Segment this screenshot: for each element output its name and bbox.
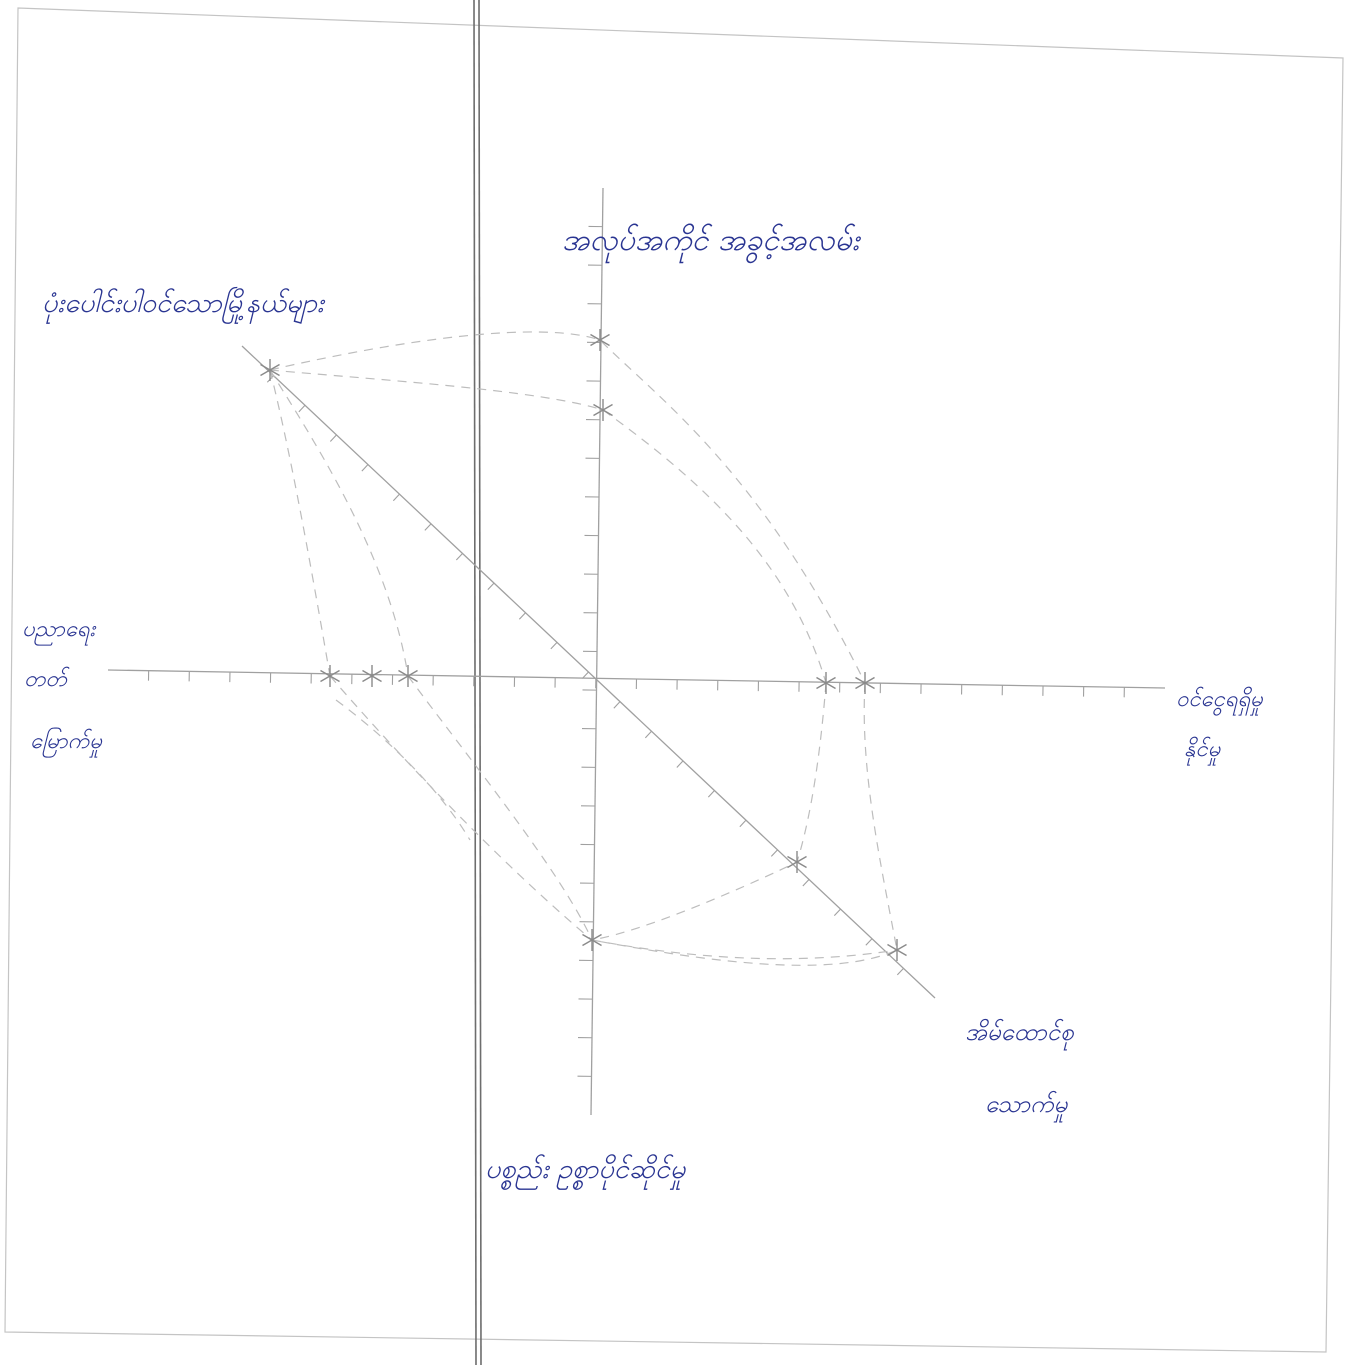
web-line xyxy=(335,699,471,841)
label-left-3: မြောက်မှု xyxy=(30,727,103,758)
label-right-1: ဝင်ငွေရရှိမှု xyxy=(1176,686,1264,716)
web-line xyxy=(407,675,593,941)
tick-diagonal xyxy=(329,434,337,442)
axes xyxy=(107,187,1166,1116)
tick-diagonal xyxy=(361,464,369,472)
asterisk-marker xyxy=(855,676,875,690)
label-left-1: ပညာရေး xyxy=(22,617,96,646)
tick-diagonal xyxy=(865,938,873,946)
web-line xyxy=(591,682,898,966)
asterisk-marker xyxy=(320,669,340,683)
label-bottom-right-2: သောက်မှု xyxy=(985,1090,1069,1123)
tick-diagonal xyxy=(298,404,306,413)
tick-diagonal xyxy=(739,819,747,828)
web-line xyxy=(269,369,409,677)
label-top-left: ပုံးပေါင်းပါဝင်သောမြို့နယ်များ xyxy=(42,286,326,324)
tick-diagonal xyxy=(676,760,684,768)
tick-diagonal xyxy=(550,641,558,650)
asterisk-marker xyxy=(590,333,610,347)
margin-line-2 xyxy=(478,0,482,1365)
web-line xyxy=(591,682,827,941)
markers xyxy=(260,329,907,961)
tick-diagonal xyxy=(392,493,400,502)
tick-diagonal xyxy=(613,701,621,709)
web-line xyxy=(269,331,866,684)
asterisk-marker xyxy=(582,933,602,947)
tick-diagonal xyxy=(487,582,495,591)
asterisk-marker xyxy=(260,363,280,377)
web-line xyxy=(269,369,827,684)
label-left-2: တတ် xyxy=(24,666,70,692)
tick-diagonal xyxy=(896,967,904,976)
label-bottom: ပစ္စည်း ဥစ္စာပိုင်ဆိုင်မှု xyxy=(485,1154,687,1190)
tick-diagonal xyxy=(644,730,652,739)
asterisk-marker xyxy=(362,669,382,683)
axis-ticks xyxy=(147,225,1125,1077)
margin-line xyxy=(473,0,477,1365)
web-line xyxy=(591,939,898,960)
tick-diagonal xyxy=(455,553,463,561)
asterisk-marker xyxy=(593,403,613,417)
label-top: အလုပ်အကိုင် အခွင့်အလမ်း xyxy=(562,223,862,264)
tick-diagonal xyxy=(833,908,841,917)
page-border xyxy=(4,7,1344,1353)
tick-diagonal xyxy=(707,790,715,798)
label-right-2: နိုင်မှု xyxy=(1184,736,1222,766)
dashed-web xyxy=(269,331,898,966)
asterisk-marker xyxy=(787,855,807,869)
label-bottom-right-1: အိမ်ထောင်စု xyxy=(965,1018,1074,1051)
asterisk-marker xyxy=(887,943,907,957)
asterisk-marker xyxy=(816,676,836,690)
tick-diagonal xyxy=(581,671,589,679)
web-line xyxy=(329,675,593,941)
tick-diagonal xyxy=(802,879,810,887)
web-line xyxy=(269,369,331,677)
asterisk-marker xyxy=(398,669,418,683)
tick-diagonal xyxy=(424,523,432,531)
tick-diagonal xyxy=(770,849,778,857)
tick-diagonal xyxy=(518,612,526,620)
